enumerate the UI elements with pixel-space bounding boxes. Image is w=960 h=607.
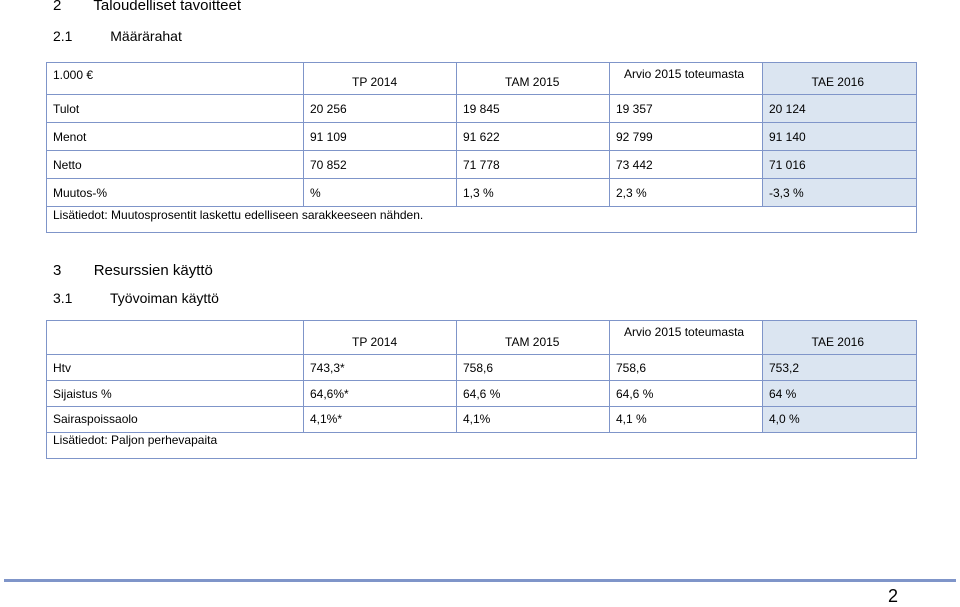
cell: 92 799 [609, 122, 763, 151]
cell: 91 140 [762, 122, 917, 151]
cell: 91 109 [303, 122, 457, 151]
table-row: Netto 70 852 71 778 73 442 71 016 [46, 150, 917, 179]
cell: 758,6 [609, 354, 763, 381]
cell: 753,2 [762, 354, 917, 381]
cell: 64,6%* [303, 380, 457, 407]
col-header: TAE 2016 [762, 62, 917, 95]
section-number: 3.1 [53, 290, 73, 306]
section-number: 2 [53, 0, 62, 14]
col-header: TAE 2016 [762, 320, 917, 355]
cell: 19 845 [456, 94, 610, 123]
cell: 64,6 % [609, 380, 763, 407]
col-header: Arvio 2015 toteumasta [609, 320, 763, 355]
cell: 2,3 % [609, 178, 763, 207]
section-number: 2.1 [53, 28, 73, 44]
cell: 71 778 [456, 150, 610, 179]
cell: % [303, 178, 457, 207]
cell: 64,6 % [456, 380, 610, 407]
row-label: Menot [46, 122, 304, 151]
table-header-row: 1.000 € TP 2014 TAM 2015 Arvio 2015 tote… [46, 62, 917, 95]
budget-table: 1.000 € TP 2014 TAM 2015 Arvio 2015 tote… [46, 62, 917, 233]
cell: 20 124 [762, 94, 917, 123]
section-number: 3 [53, 262, 62, 279]
table-header-row: TP 2014 TAM 2015 Arvio 2015 toteumasta T… [46, 320, 917, 355]
cell: 73 442 [609, 150, 763, 179]
row-label: Netto [46, 150, 304, 179]
table-note: Lisätiedot: Paljon perhevapaita [46, 432, 917, 459]
col-header: TAM 2015 [456, 320, 610, 355]
row-label: Htv [46, 354, 304, 381]
row-label: Muutos-% [46, 178, 304, 207]
cell: 743,3* [303, 354, 457, 381]
table-note-row: Lisätiedot: Muutosprosentit laskettu ede… [46, 206, 917, 233]
section-2-1-heading: 2.1 Määrärahat [53, 28, 182, 44]
section-title: Taloudelliset tavoitteet [93, 0, 242, 14]
section-title: Resurssien käyttö [93, 262, 213, 279]
cell: 64 % [762, 380, 917, 407]
corner-cell [46, 320, 304, 355]
section-2-heading: 2 Taloudelliset tavoitteet [53, 0, 241, 14]
cell: 19 357 [609, 94, 763, 123]
table-row: Htv 743,3* 758,6 758,6 753,2 [46, 354, 917, 381]
table-row: Tulot 20 256 19 845 19 357 20 124 [46, 94, 917, 123]
page-number: 2 [887, 586, 898, 606]
row-label: Tulot [46, 94, 304, 123]
workforce-table: TP 2014 TAM 2015 Arvio 2015 toteumasta T… [46, 320, 917, 459]
cell: 1,3 % [456, 178, 610, 207]
table-row: Sairaspoissaolo 4,1%* 4,1% 4,1 % 4,0 % [46, 406, 917, 433]
section-3-1-heading: 3.1 Työvoiman käyttö [53, 290, 219, 306]
table-row: Sijaistus % 64,6%* 64,6 % 64,6 % 64 % [46, 380, 917, 407]
section-3-heading: 3 Resurssien käyttö [53, 262, 213, 279]
cell: 20 256 [303, 94, 457, 123]
table-note: Lisätiedot: Muutosprosentit laskettu ede… [46, 206, 917, 233]
cell: 4,1% [456, 406, 610, 433]
row-label: Sairaspoissaolo [46, 406, 304, 433]
cell: 758,6 [456, 354, 610, 381]
corner-cell: 1.000 € [46, 62, 304, 95]
footer-divider [4, 579, 956, 582]
cell: -3,3 % [762, 178, 917, 207]
row-label: Sijaistus % [46, 380, 304, 407]
cell: 4,1 % [609, 406, 763, 433]
section-title: Työvoiman käyttö [110, 290, 219, 306]
table-note-row: Lisätiedot: Paljon perhevapaita [46, 432, 917, 459]
table-row: Muutos-% % 1,3 % 2,3 % -3,3 % [46, 178, 917, 207]
col-header: TP 2014 [303, 62, 457, 95]
col-header: TAM 2015 [456, 62, 610, 95]
cell: 4,0 % [762, 406, 917, 433]
section-title: Määrärahat [110, 28, 182, 44]
col-header: Arvio 2015 toteumasta [609, 62, 763, 95]
cell: 71 016 [762, 150, 917, 179]
col-header: TP 2014 [303, 320, 457, 355]
table-row: Menot 91 109 91 622 92 799 91 140 [46, 122, 917, 151]
cell: 4,1%* [303, 406, 457, 433]
cell: 70 852 [303, 150, 457, 179]
cell: 91 622 [456, 122, 610, 151]
